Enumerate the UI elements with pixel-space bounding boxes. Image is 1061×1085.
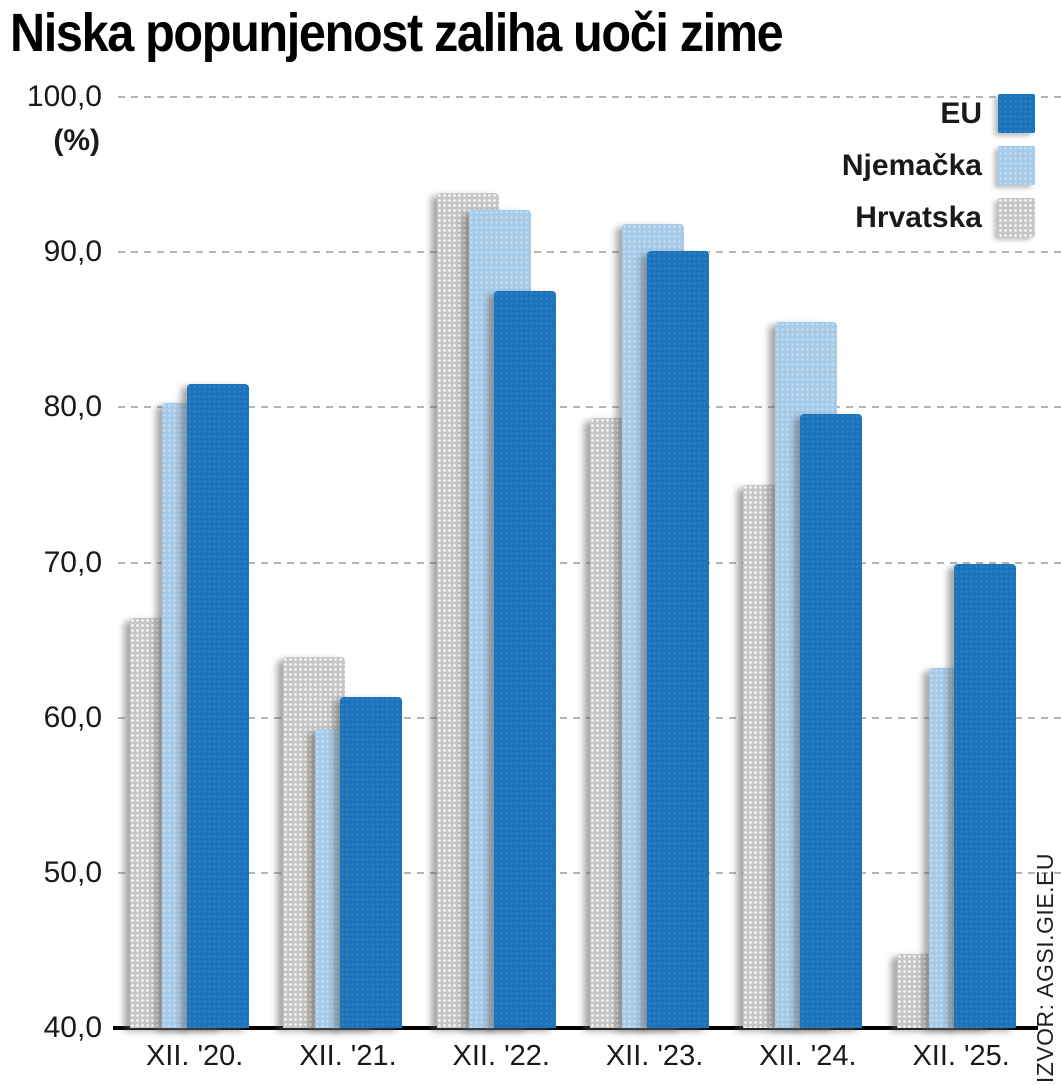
- gridline-60: [118, 716, 1061, 719]
- y-axis-label-40: 40,0: [43, 1011, 102, 1044]
- gridline-80: [118, 406, 1061, 409]
- bar-eu-6: [953, 564, 1016, 1028]
- bar-eu-3: [493, 290, 556, 1028]
- x-axis-label-1: XII. '20.: [145, 1040, 244, 1072]
- legend: EU Njemačka Hrvatska: [842, 94, 1035, 250]
- gridline-50: [118, 871, 1061, 874]
- legend-swatch-eu: [998, 94, 1035, 133]
- y-axis-label-90: 90,0: [43, 235, 102, 269]
- legend-label-eu: EU: [940, 96, 982, 130]
- y-axis-label-100: 100,0: [26, 80, 102, 113]
- x-axis-label-3: XII. '22.: [452, 1040, 550, 1072]
- x-axis-line: [113, 1026, 1038, 1030]
- legend-swatch-hrvatska: [998, 198, 1035, 237]
- legend-swatch-njemacka: [998, 146, 1035, 185]
- x-axis-label-2: XII. '21.: [299, 1040, 397, 1072]
- chart-title: Niska popunjenost zaliha uoči zime: [10, 3, 784, 63]
- legend-item-hrvatska: Hrvatska: [842, 198, 1035, 237]
- source-credit: IZVOR: AGSI.GIE.EU: [1032, 852, 1058, 1083]
- gridline-70: [118, 561, 1061, 564]
- legend-label-hrvatska: Hrvatska: [855, 200, 982, 234]
- x-axis-label-6: XII. '25.: [912, 1040, 1010, 1072]
- bar-eu-1: [187, 384, 249, 1028]
- bar-eu-5: [800, 413, 863, 1028]
- gridline-100: [118, 96, 1061, 98]
- y-axis-label-60: 60,0: [43, 700, 102, 734]
- x-axis-label-5: XII. '24.: [759, 1040, 857, 1072]
- x-axis-label-4: XII. '23.: [605, 1040, 704, 1072]
- bar-eu-4: [646, 250, 709, 1028]
- gridline-90: [118, 251, 1061, 254]
- y-axis-label-50: 50,0: [43, 855, 102, 889]
- y-axis-unit-label: (%): [53, 124, 100, 157]
- bar-eu-2: [340, 697, 403, 1028]
- y-axis-label-80: 80,0: [43, 390, 102, 424]
- legend-item-eu: EU: [842, 94, 1035, 133]
- legend-item-njemacka: Njemačka: [842, 146, 1035, 185]
- y-axis-label-70: 70,0: [43, 545, 102, 579]
- legend-label-njemacka: Njemačka: [841, 148, 982, 182]
